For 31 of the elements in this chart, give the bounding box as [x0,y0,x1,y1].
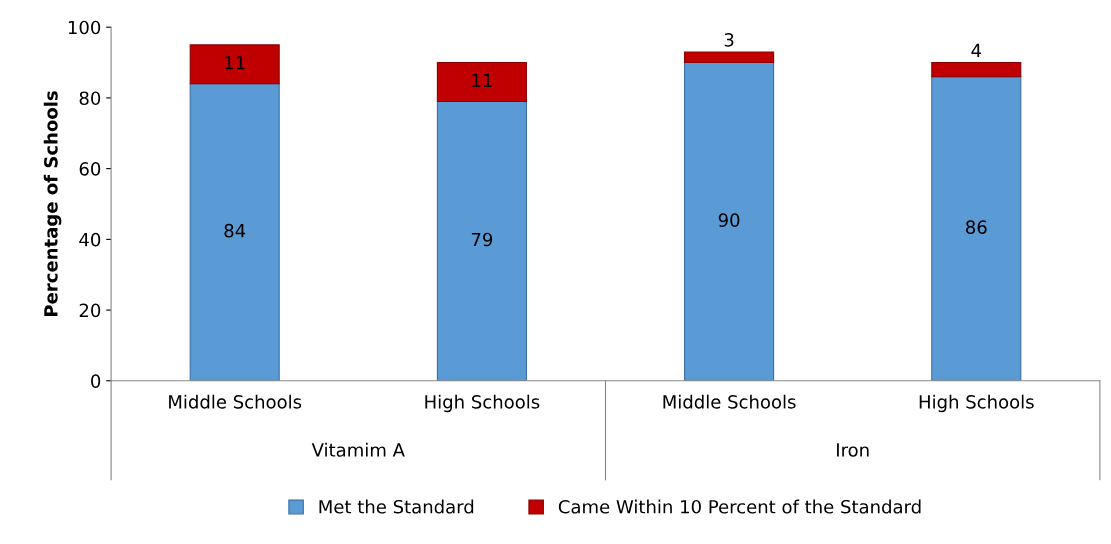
data-label: 3 [724,33,734,47]
bar [436,100,527,381]
text: Vitamim A [311,442,405,457]
data-label: 86 [966,220,987,234]
bar [931,62,1022,78]
data-label: 79 [471,232,493,247]
y-tick-label: 80 [79,91,101,106]
data-label: 11 [472,73,492,87]
bar [684,51,775,64]
y-tick-label: 0 [91,374,101,388]
bar [189,83,280,381]
y-tick-label: 60 [79,162,101,176]
y-tick-label: 100 [68,20,101,35]
data-label: 4 [971,43,982,58]
x-tick-label: High Schools [425,394,540,413]
x-tick-label: Middle Schools [663,394,796,409]
bar [684,62,775,381]
legend-label: Came Within 10 Percent of the Standard [558,499,921,514]
x-tick-label: Middle Schools [169,394,302,409]
data-label: 90 [718,213,740,227]
data-label: 11 [225,56,245,70]
y-axis-title: Percentage of Schools [43,91,62,316]
data-label: 84 [224,223,246,238]
text: Iron [837,443,869,457]
y-tick-label: 20 [79,303,101,318]
legend-label: Met the Standard [319,499,474,514]
y-tick-label: 40 [79,232,101,247]
bar [436,62,527,103]
bar [189,44,280,85]
x-tick-label: High Schools [919,394,1034,413]
bar [931,76,1022,381]
